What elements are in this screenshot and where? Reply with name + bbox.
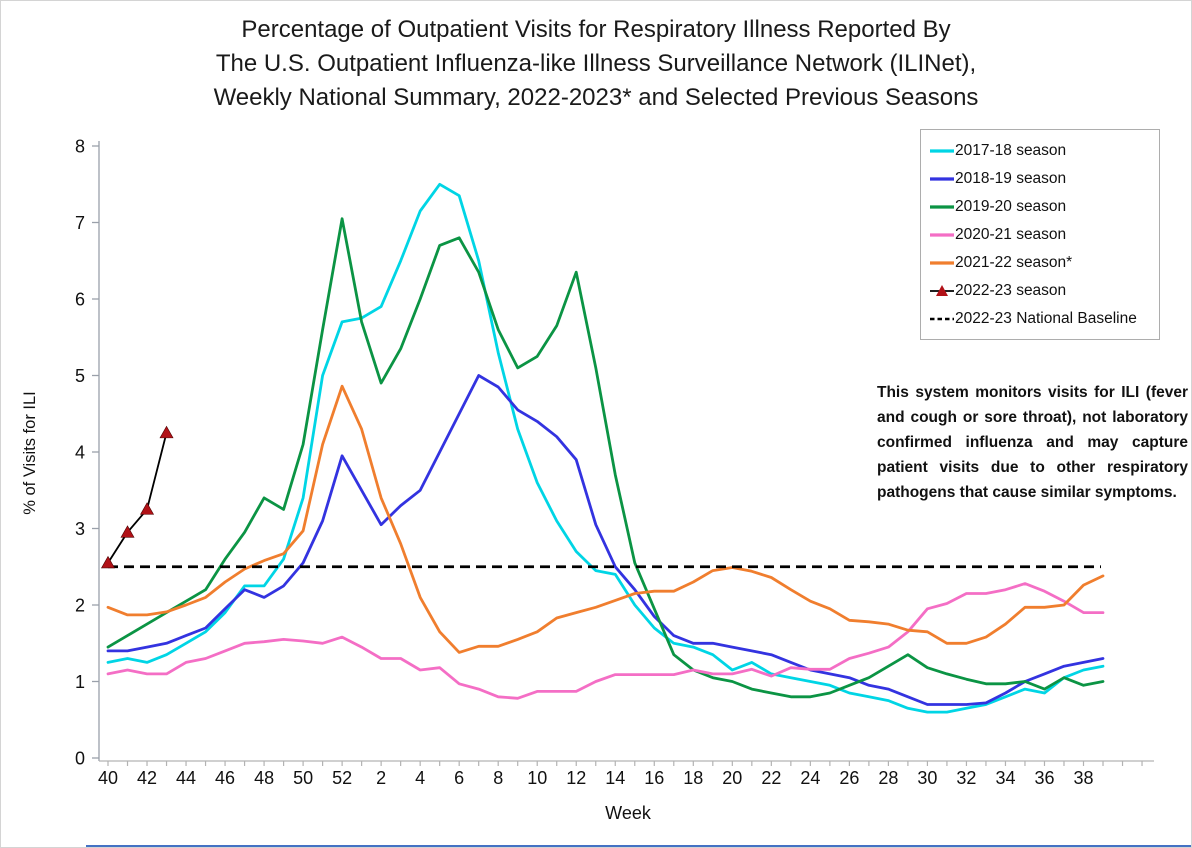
x-tick-label: 46 — [215, 768, 235, 788]
legend-label: 2020-21 season — [955, 226, 1067, 243]
legend-label: 2022-23 National Baseline — [955, 310, 1137, 327]
x-tick-label: 16 — [644, 768, 664, 788]
x-tick-label: 30 — [917, 768, 937, 788]
series-line-2018-19-season — [106, 374, 1105, 706]
legend-item: 2020-21 season — [929, 221, 1151, 249]
x-tick-label: 32 — [956, 768, 976, 788]
legend-swatch-2021-22-season- — [930, 261, 954, 265]
x-axis-title: Week — [605, 803, 652, 823]
chart-legend: 2017-18 season 2018-19 season 2019-20 seas… — [920, 129, 1160, 340]
triangle-marker — [120, 525, 135, 538]
x-tick-label: 22 — [761, 768, 781, 788]
series-line-current-season — [107, 432, 168, 564]
bottom-divider — [86, 845, 1191, 847]
y-tick-label: 7 — [75, 213, 85, 233]
y-tick-label: 6 — [75, 290, 85, 310]
x-tick-label: 18 — [683, 768, 703, 788]
y-tick-label: 5 — [75, 366, 85, 386]
triangle-marker — [100, 555, 116, 569]
triangle-marker — [140, 502, 155, 515]
legend-swatch-2017-18-season — [930, 149, 954, 153]
legend-label: 2022-23 season — [955, 282, 1067, 299]
series-line-2019-20-season — [106, 217, 1105, 699]
legend-triangle-icon — [936, 285, 948, 296]
x-tick-label: 28 — [878, 768, 898, 788]
legend-label: 2019-20 season — [955, 198, 1067, 215]
x-tick-label: 52 — [332, 768, 352, 788]
series-line-2021-22-season- — [106, 384, 1105, 654]
x-tick-label: 48 — [254, 768, 274, 788]
y-tick-label: 0 — [75, 749, 85, 769]
x-tick-label: 2 — [376, 768, 386, 788]
legend-item: 2021-22 season* — [929, 249, 1151, 277]
y-tick-label: 8 — [75, 137, 85, 157]
legend-swatch-2022-23-season — [930, 285, 954, 296]
x-tick-label: 40 — [98, 768, 118, 788]
legend-item: 2018-19 season — [929, 165, 1151, 193]
x-tick-label: 50 — [293, 768, 313, 788]
annotation-note: This system monitors visits for ILI (fev… — [877, 384, 1188, 501]
x-tick-label: 26 — [839, 768, 859, 788]
legend-label: 2018-19 season — [955, 170, 1067, 187]
y-tick-label: 4 — [75, 443, 85, 463]
series-line-2017-18-season — [106, 182, 1105, 714]
chart-title-line-1: Percentage of Outpatient Visits for Resp… — [241, 16, 951, 43]
legend-swatch-2019-20-season — [930, 205, 954, 209]
x-tick-label: 4 — [415, 768, 425, 788]
legend-label: 2021-22 season* — [955, 254, 1073, 271]
legend-swatch-2018-19-season — [930, 177, 954, 181]
x-tick-label: 44 — [176, 768, 196, 788]
y-tick-label: 3 — [75, 519, 85, 539]
x-tick-label: 12 — [566, 768, 586, 788]
chart-title-line-2: The U.S. Outpatient Influenza-like Illne… — [215, 50, 977, 77]
y-tick-label: 2 — [75, 596, 85, 616]
x-tick-label: 6 — [454, 768, 464, 788]
legend-swatch-2020-21-season — [930, 233, 954, 237]
legend-label: 2017-18 season — [955, 142, 1067, 159]
series-line-2020-21-season — [106, 582, 1105, 700]
legend-swatch-2022-23-national-baseline — [930, 317, 954, 321]
x-tick-label: 42 — [137, 768, 157, 788]
triangle-marker — [159, 425, 174, 439]
y-tick-label: 1 — [75, 672, 85, 692]
legend-item: 2022-23 National Baseline — [929, 305, 1151, 333]
x-tick-label: 20 — [722, 768, 742, 788]
x-tick-label: 10 — [527, 768, 547, 788]
y-axis-title: % of Visits for ILI — [21, 391, 39, 515]
x-tick-label: 14 — [605, 768, 625, 788]
x-tick-label: 36 — [1034, 768, 1054, 788]
legend-item: 2019-20 season — [929, 193, 1151, 221]
x-tick-label: 38 — [1073, 768, 1093, 788]
x-tick-label: 24 — [800, 768, 820, 788]
chart-title-line-3: Weekly National Summary, 2022-2023* and … — [213, 84, 979, 111]
x-tick-label: 34 — [995, 768, 1015, 788]
chart-title: Percentage of Outpatient Visits for Resp… — [1, 13, 1191, 115]
legend-item: 2022-23 season — [929, 277, 1151, 305]
legend-item: 2017-18 season — [929, 137, 1151, 165]
x-tick-label: 8 — [493, 768, 503, 788]
